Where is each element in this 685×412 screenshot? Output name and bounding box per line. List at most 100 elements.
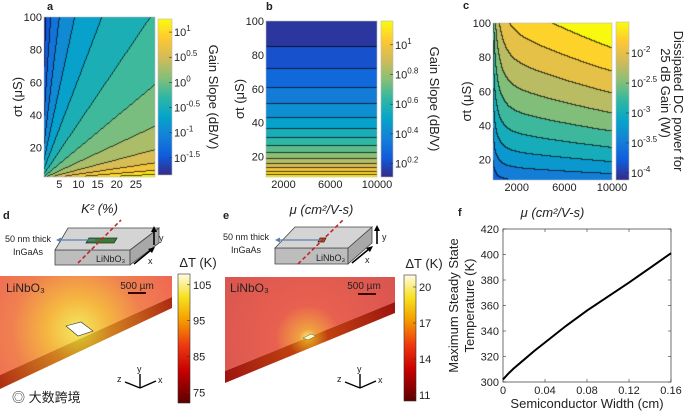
x-tick-label: 20 xyxy=(111,179,123,191)
semiconductor-device xyxy=(302,333,317,341)
x-tick-label: 10 xyxy=(72,179,84,191)
colorbar-tick-label: 10-3 xyxy=(631,105,651,120)
y-tick-label: 100 xyxy=(473,18,491,30)
callout-line1: 50 nm thick xyxy=(223,232,270,242)
x-tick-label: 2000 xyxy=(505,182,529,194)
y-axis-label: σt (μS) xyxy=(459,81,474,121)
x-tick-label: 10000 xyxy=(362,179,393,191)
plot-frame xyxy=(265,20,378,178)
y-axis-arrow-head xyxy=(374,225,380,231)
x-tick-label: 0.04 xyxy=(534,385,555,397)
substrate-label: LiNbO₃ xyxy=(96,254,126,264)
axis-x-label: x xyxy=(148,256,153,266)
panel-label: d xyxy=(3,210,10,222)
colorbar-label: ΔT (K) xyxy=(179,255,216,270)
x-axis-arrow xyxy=(351,248,370,264)
y-axis-label: Maximum Steady State xyxy=(446,238,461,372)
substrate-name: LiNbO₃ xyxy=(6,281,45,295)
scale-bar-label: 500 µm xyxy=(347,281,381,292)
colorbar-tick-label: 17 xyxy=(419,318,431,330)
colorbar-tick-label: 10-0.5 xyxy=(174,100,201,115)
callout-line2: InGaAs xyxy=(13,247,44,257)
panel-label: a xyxy=(47,1,54,13)
substrate-edge xyxy=(225,302,395,383)
colorbar-tick-label: 85 xyxy=(193,351,205,363)
axis-y-label: y xyxy=(159,233,164,243)
x-tick-label: 25 xyxy=(130,179,142,191)
semiconductor-device xyxy=(65,321,94,337)
temperature-curve xyxy=(502,252,672,381)
x-axis-arrow xyxy=(133,249,152,265)
coordinate-triad xyxy=(344,374,377,389)
y-tick-label: 420 xyxy=(481,224,499,236)
substrate-top-face xyxy=(274,226,374,249)
colorbar-tick-label: 105 xyxy=(193,280,211,292)
y-tick-label: 20 xyxy=(30,143,42,155)
triad-x: x xyxy=(158,375,163,385)
substrate-name: LiNbO₃ xyxy=(230,281,269,295)
y-tick-label: 320 xyxy=(481,352,499,364)
x-tick-label: 5 xyxy=(56,179,62,191)
triad-x: x xyxy=(378,375,383,385)
y-tick-label: 40 xyxy=(30,110,42,122)
colorbar-tick-label: 14 xyxy=(419,354,431,366)
panel-label: b xyxy=(266,1,273,13)
plot-frame xyxy=(492,22,613,181)
x-tick-label: 6000 xyxy=(318,179,342,191)
substrate-edge xyxy=(0,297,172,389)
x-tick-label: 15 xyxy=(91,179,103,191)
triad-z: z xyxy=(117,374,122,384)
panel-label: c xyxy=(463,0,469,12)
y-tick-label: 300 xyxy=(481,377,499,389)
colorbar-tick-label: 100.6 xyxy=(395,96,419,111)
y-tick-label: 20 xyxy=(252,152,264,164)
colorbar-label: Dissipated DC power for xyxy=(671,31,685,173)
substrate-top-surface xyxy=(225,277,395,371)
panel-c-contour-map xyxy=(493,23,612,180)
callout-line2: InGaAs xyxy=(231,245,262,255)
panel-e: 50 nm thick InGaAs LiNbO₃ y x LiNbO₃ 500… xyxy=(223,219,395,389)
coordinate-triad xyxy=(124,374,157,389)
y-tick-label: 100 xyxy=(246,16,264,28)
colorbar-tick-label: 10-1.5 xyxy=(174,150,201,165)
x-tick-label: 0.12 xyxy=(618,385,639,397)
colorbar-tick-label: 101 xyxy=(395,37,412,52)
x-tick-label: 2000 xyxy=(271,179,295,191)
triad-y: y xyxy=(137,364,142,374)
callout-arrow-head xyxy=(275,237,280,243)
colorbar-tick-label: 10-1 xyxy=(174,125,194,140)
y-axis-label: σt (μS) xyxy=(232,79,247,119)
colorbar xyxy=(380,20,394,178)
substrate-label: LiNbO₃ xyxy=(316,253,346,263)
x-tick-label: 6000 xyxy=(552,182,576,194)
y-axis-arrow-head xyxy=(151,226,157,232)
y-tick-label: 100 xyxy=(24,12,42,24)
colorbar-tick-label: 10-2.5 xyxy=(631,75,658,90)
panel-d: 50 nm thick InGaAs LiNbO₃ y x LiNbO₃ 500… xyxy=(0,219,172,405)
y-tick-label: 80 xyxy=(30,45,42,57)
panel-b-contour-map xyxy=(266,21,377,177)
device-schematic: 50 nm thick InGaAs LiNbO₃ y x xyxy=(5,219,164,266)
device-schematic: 50 nm thick InGaAs LiNbO₃ y x xyxy=(223,219,387,265)
y-tick-label: 40 xyxy=(252,118,264,130)
x-axis-label: Semiconductor Width (cm) xyxy=(510,396,663,411)
watermark: ◎ 大数跨境 xyxy=(12,390,81,405)
y-tick-label: 400 xyxy=(481,250,499,262)
plot-frame xyxy=(502,228,672,383)
y-tick-label: 80 xyxy=(479,52,491,64)
triad-z: z xyxy=(337,374,342,384)
colorbar-label: Gain Slope (dB/V) xyxy=(206,45,221,150)
colorbar-tick-label: 11 xyxy=(419,390,430,402)
colorbar-tick-label: 20 xyxy=(419,282,431,294)
cut-plane-line xyxy=(297,219,344,265)
x-axis-label: K² (%) xyxy=(81,201,118,216)
y-tick-label: 40 xyxy=(479,120,491,132)
colorbar-tick-label: 75 xyxy=(193,387,205,399)
colorbar-tick-label: 10-4 xyxy=(631,165,651,180)
axis-x-label: x xyxy=(365,255,370,265)
x-tick-label: 0 xyxy=(500,385,506,397)
cut-plane-line xyxy=(77,219,122,264)
panel-label: f xyxy=(458,207,462,219)
